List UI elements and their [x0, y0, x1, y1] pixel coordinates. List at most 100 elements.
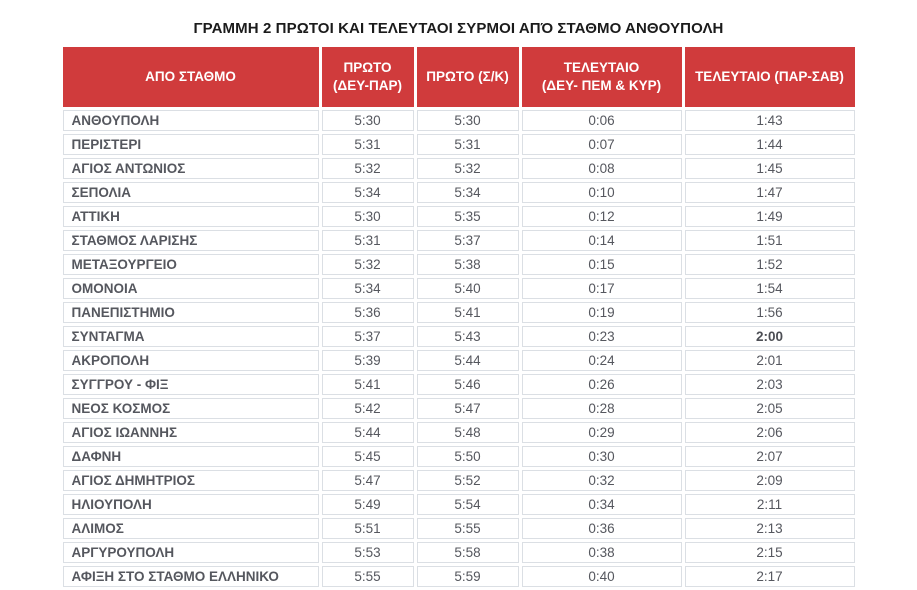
- time-cell-last-mon-thu-sun: 0:28: [521, 398, 682, 419]
- time-cell-first-weekend: 5:35: [416, 206, 519, 227]
- station-cell: ΑΤΤΙΚΗ: [62, 206, 319, 227]
- time-cell-last-fri-sat: 1:47: [684, 182, 855, 203]
- time-cell-first-weekday: 5:32: [321, 254, 414, 275]
- time-cell-last-mon-thu-sun: 0:36: [521, 518, 682, 539]
- station-cell: ΜΕΤΑΞΟΥΡΓΕΙΟ: [62, 254, 319, 275]
- time-cell-last-mon-thu-sun: 0:10: [521, 182, 682, 203]
- time-cell-first-weekday: 5:39: [321, 350, 414, 371]
- time-cell-first-weekday: 5:42: [321, 398, 414, 419]
- time-cell-first-weekday: 5:30: [321, 110, 414, 131]
- station-cell: ΟΜΟΝΟΙΑ: [62, 278, 319, 299]
- page-title: ΓΡΑΜΜΗ 2 ΠΡΩΤΟΙ ΚΑΙ ΤΕΛΕΥΤΑΟΙ ΣΥΡΜΟΙ ΑΠΌ…: [193, 20, 724, 37]
- time-cell-last-mon-thu-sun: 0:29: [521, 422, 682, 443]
- time-cell-first-weekday: 5:44: [321, 422, 414, 443]
- station-cell: ΝΕΟΣ ΚΟΣΜΟΣ: [62, 398, 319, 419]
- time-cell-first-weekday: 5:53: [321, 542, 414, 563]
- time-cell-last-fri-sat: 2:09: [684, 470, 855, 491]
- table-row: ΣΥΓΓΡΟΥ - ΦΙΞ 5:41 5:46 0:26 2:03: [62, 374, 855, 395]
- time-cell-last-fri-sat: 1:52: [684, 254, 855, 275]
- time-cell-first-weekday: 5:55: [321, 566, 414, 587]
- table-row: ΑΓΙΟΣ ΑΝΤΩΝΙΟΣ 5:32 5:32 0:08 1:45: [62, 158, 855, 179]
- time-cell-first-weekend: 5:46: [416, 374, 519, 395]
- time-cell-first-weekday: 5:51: [321, 518, 414, 539]
- time-cell-last-fri-sat: 1:44: [684, 134, 855, 155]
- table-row: ΔΑΦΝΗ 5:45 5:50 0:30 2:07: [62, 446, 855, 467]
- time-cell-first-weekday: 5:34: [321, 182, 414, 203]
- header-row: ΑΠΟ ΣΤΑΘΜΟ ΠΡΩΤΟ (ΔΕΥ-ΠΑΡ) ΠΡΩΤΟ (Σ/Κ) Τ…: [62, 47, 855, 107]
- time-cell-last-fri-sat: 1:56: [684, 302, 855, 323]
- time-cell-last-mon-thu-sun: 0:15: [521, 254, 682, 275]
- table-row: ΜΕΤΑΞΟΥΡΓΕΙΟ 5:32 5:38 0:15 1:52: [62, 254, 855, 275]
- table-body: ΑΝΘΟΥΠΟΛΗ 5:30 5:30 0:06 1:43 ΠΕΡΙΣΤΕΡΙ …: [62, 110, 855, 587]
- time-cell-first-weekday: 5:32: [321, 158, 414, 179]
- time-cell-last-fri-sat: 2:13: [684, 518, 855, 539]
- table-row: ΠΕΡΙΣΤΕΡΙ 5:31 5:31 0:07 1:44: [62, 134, 855, 155]
- station-cell: ΠΕΡΙΣΤΕΡΙ: [62, 134, 319, 155]
- time-cell-first-weekday: 5:34: [321, 278, 414, 299]
- table-row: ΣΥΝΤΑΓΜΑ 5:37 5:43 0:23 2:00: [62, 326, 855, 347]
- station-cell: ΠΑΝΕΠΙΣΤΗΜΙΟ: [62, 302, 319, 323]
- metro-line2-timetable: ΑΠΟ ΣΤΑΘΜΟ ΠΡΩΤΟ (ΔΕΥ-ΠΑΡ) ΠΡΩΤΟ (Σ/Κ) Τ…: [60, 44, 858, 590]
- time-cell-last-fri-sat: 2:03: [684, 374, 855, 395]
- station-cell: ΣΥΝΤΑΓΜΑ: [62, 326, 319, 347]
- time-cell-first-weekend: 5:30: [416, 110, 519, 131]
- header-last-fri-sat: ΤΕΛΕΥΤΑΙΟ (ΠΑΡ-ΣΑΒ): [684, 47, 855, 107]
- time-cell-first-weekend: 5:58: [416, 542, 519, 563]
- time-cell-last-fri-sat: 1:54: [684, 278, 855, 299]
- table-row: ΝΕΟΣ ΚΟΣΜΟΣ 5:42 5:47 0:28 2:05: [62, 398, 855, 419]
- header-from-station: ΑΠΟ ΣΤΑΘΜΟ: [62, 47, 319, 107]
- table-row: ΑΦΙΞΗ ΣΤΟ ΣΤΑΘΜΟ ΕΛΛΗΝΙΚΟ 5:55 5:59 0:40…: [62, 566, 855, 587]
- table-row: ΠΑΝΕΠΙΣΤΗΜΙΟ 5:36 5:41 0:19 1:56: [62, 302, 855, 323]
- table-row: ΑΝΘΟΥΠΟΛΗ 5:30 5:30 0:06 1:43: [62, 110, 855, 131]
- table-row: ΑΓΙΟΣ ΔΗΜΗΤΡΙΟΣ 5:47 5:52 0:32 2:09: [62, 470, 855, 491]
- time-cell-last-mon-thu-sun: 0:08: [521, 158, 682, 179]
- time-cell-first-weekend: 5:34: [416, 182, 519, 203]
- station-cell: ΑΚΡΟΠΟΛΗ: [62, 350, 319, 371]
- time-cell-first-weekend: 5:41: [416, 302, 519, 323]
- table-row: ΗΛΙΟΥΠΟΛΗ 5:49 5:54 0:34 2:11: [62, 494, 855, 515]
- time-cell-last-fri-sat: 2:01: [684, 350, 855, 371]
- time-cell-last-fri-sat: 1:51: [684, 230, 855, 251]
- time-cell-first-weekend: 5:38: [416, 254, 519, 275]
- time-cell-first-weekend: 5:48: [416, 422, 519, 443]
- time-cell-last-fri-sat: 2:06: [684, 422, 855, 443]
- time-cell-first-weekday: 5:36: [321, 302, 414, 323]
- time-cell-first-weekday: 5:30: [321, 206, 414, 227]
- time-cell-first-weekend: 5:44: [416, 350, 519, 371]
- header-first-weekday: ΠΡΩΤΟ (ΔΕΥ-ΠΑΡ): [321, 47, 414, 107]
- station-cell: ΗΛΙΟΥΠΟΛΗ: [62, 494, 319, 515]
- time-cell-first-weekend: 5:37: [416, 230, 519, 251]
- time-cell-first-weekday: 5:47: [321, 470, 414, 491]
- time-cell-last-mon-thu-sun: 0:06: [521, 110, 682, 131]
- time-cell-last-mon-thu-sun: 0:26: [521, 374, 682, 395]
- time-cell-last-mon-thu-sun: 0:40: [521, 566, 682, 587]
- time-cell-last-mon-thu-sun: 0:32: [521, 470, 682, 491]
- time-cell-last-mon-thu-sun: 0:12: [521, 206, 682, 227]
- time-cell-last-mon-thu-sun: 0:34: [521, 494, 682, 515]
- station-cell: ΣΤΑΘΜΟΣ ΛΑΡΙΣΗΣ: [62, 230, 319, 251]
- header-first-weekend: ΠΡΩΤΟ (Σ/Κ): [416, 47, 519, 107]
- time-cell-last-fri-sat: 2:17: [684, 566, 855, 587]
- time-cell-first-weekend: 5:47: [416, 398, 519, 419]
- time-cell-first-weekend: 5:59: [416, 566, 519, 587]
- time-cell-last-mon-thu-sun: 0:30: [521, 446, 682, 467]
- time-cell-last-fri-sat: 1:45: [684, 158, 855, 179]
- table-row: ΑΛΙΜΟΣ 5:51 5:55 0:36 2:13: [62, 518, 855, 539]
- time-cell-last-fri-sat: 2:15: [684, 542, 855, 563]
- time-cell-first-weekend: 5:32: [416, 158, 519, 179]
- time-cell-first-weekend: 5:52: [416, 470, 519, 491]
- time-cell-first-weekend: 5:40: [416, 278, 519, 299]
- time-cell-last-mon-thu-sun: 0:14: [521, 230, 682, 251]
- time-cell-last-mon-thu-sun: 0:38: [521, 542, 682, 563]
- table-row: ΑΚΡΟΠΟΛΗ 5:39 5:44 0:24 2:01: [62, 350, 855, 371]
- time-cell-first-weekday: 5:45: [321, 446, 414, 467]
- time-cell-first-weekday: 5:41: [321, 374, 414, 395]
- station-cell: ΣΕΠΟΛΙΑ: [62, 182, 319, 203]
- table-row: ΣΤΑΘΜΟΣ ΛΑΡΙΣΗΣ 5:31 5:37 0:14 1:51: [62, 230, 855, 251]
- time-cell-last-mon-thu-sun: 0:19: [521, 302, 682, 323]
- time-cell-first-weekday: 5:37: [321, 326, 414, 347]
- station-cell: ΣΥΓΓΡΟΥ - ΦΙΞ: [62, 374, 319, 395]
- station-cell: ΑΓΙΟΣ ΔΗΜΗΤΡΙΟΣ: [62, 470, 319, 491]
- time-cell-last-fri-sat: 2:00: [684, 326, 855, 347]
